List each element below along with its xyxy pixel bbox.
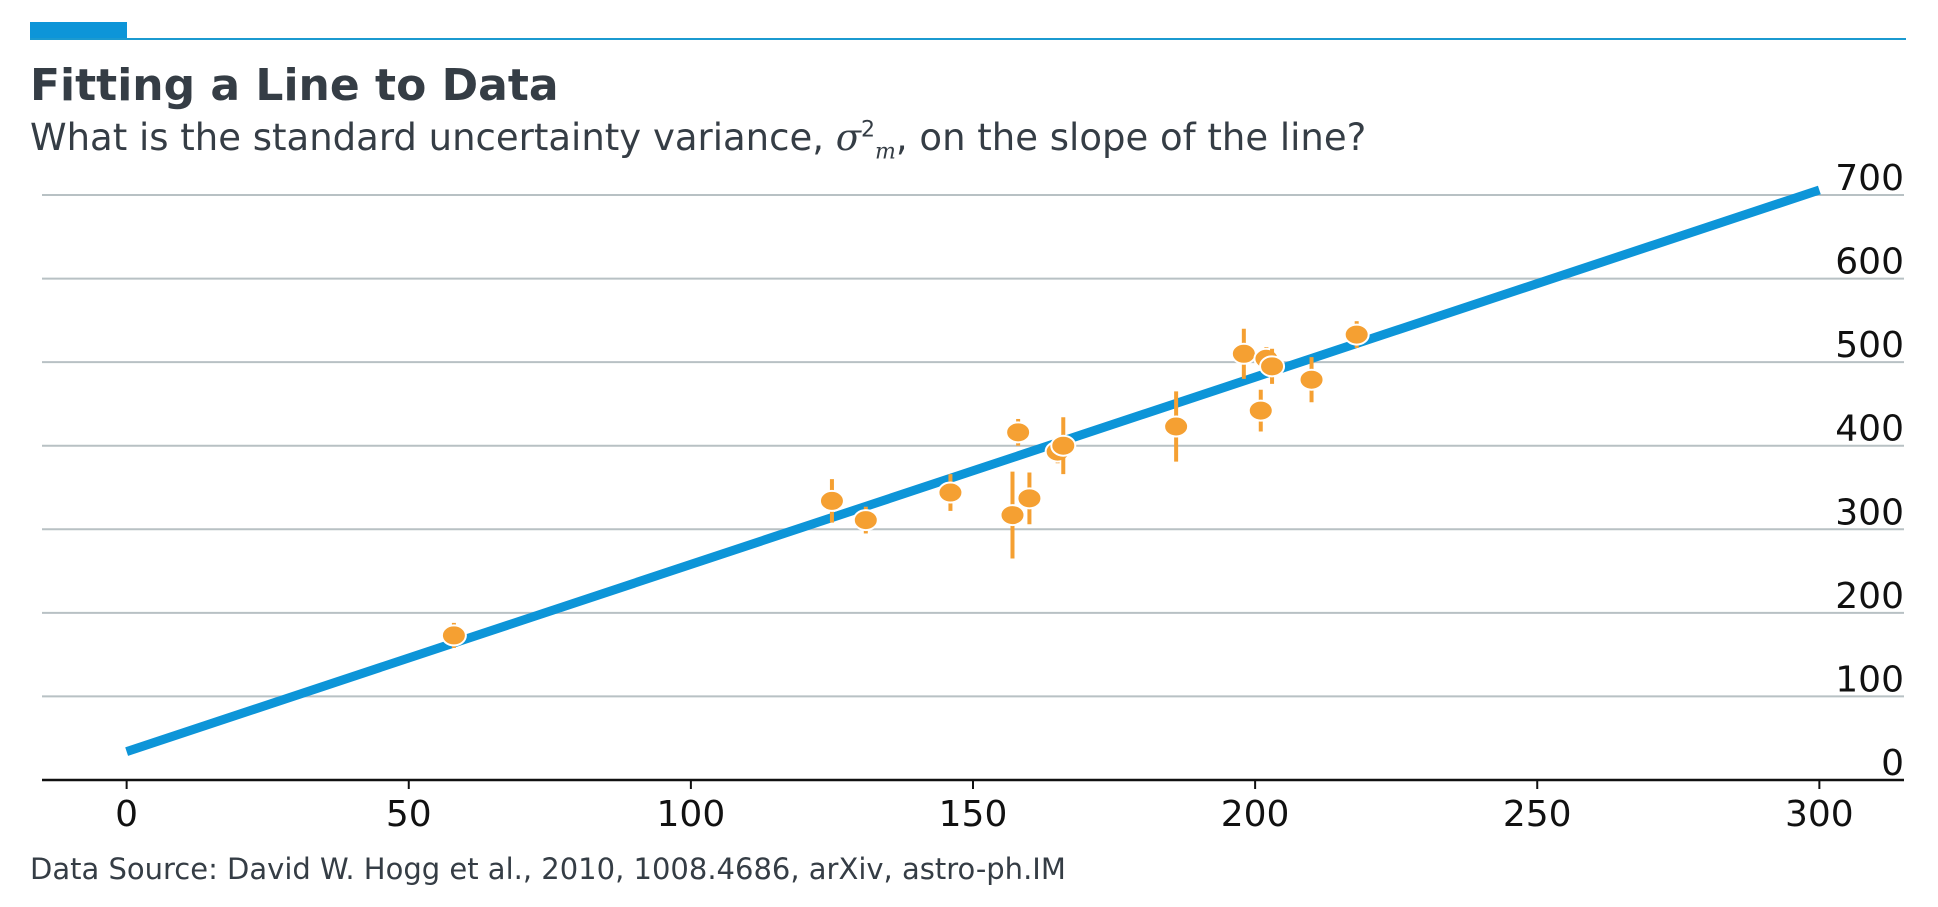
data-point-1 — [818, 479, 845, 523]
data-point-5 — [1005, 418, 1032, 446]
y-tick-label-400: 400 — [1835, 409, 1904, 450]
point-marker-13 — [1259, 355, 1286, 378]
point-marker-5 — [1005, 421, 1032, 444]
fit-line — [125, 185, 1821, 756]
data-point-4 — [999, 471, 1026, 559]
data-point-13 — [1259, 348, 1286, 384]
point-marker-11 — [1247, 399, 1274, 422]
fit-line-layer — [125, 185, 1821, 756]
data-point-14 — [1298, 357, 1325, 403]
data-points — [440, 321, 1370, 648]
sigma-superscript: 2 — [861, 117, 876, 143]
x-tick-label-150: 150 — [939, 794, 1008, 835]
x-axis — [42, 778, 1904, 789]
point-marker-9 — [1163, 415, 1190, 438]
point-marker-4 — [999, 504, 1026, 527]
y-tick-label-500: 500 — [1835, 325, 1904, 366]
sigma-symbol: σ — [835, 116, 862, 159]
point-marker-10 — [1230, 342, 1257, 365]
accent-block — [30, 22, 127, 38]
x-tick-label-200: 200 — [1221, 794, 1290, 835]
point-marker-2 — [852, 509, 879, 532]
point-marker-1 — [818, 489, 845, 512]
y-tick-label-0: 0 — [1881, 743, 1904, 784]
sigma-subscript: m — [875, 139, 896, 165]
point-marker-15 — [1343, 323, 1370, 346]
point-marker-0 — [440, 624, 467, 647]
x-tick-label-100: 100 — [657, 794, 726, 835]
subtitle-after: , on the slope of the line? — [895, 116, 1367, 159]
chart-subtitle: What is the standard uncertainty varianc… — [30, 116, 1366, 164]
point-marker-3 — [937, 481, 964, 504]
data-point-6 — [1016, 472, 1043, 525]
x-tick-label-300: 300 — [1785, 794, 1854, 835]
y-tick-label-600: 600 — [1835, 242, 1904, 283]
data-point-8 — [1050, 417, 1077, 475]
x-tick-label-250: 250 — [1503, 794, 1572, 835]
data-source: Data Source: David W. Hogg et al., 2010,… — [30, 852, 1066, 886]
subtitle-before: What is the standard uncertainty varianc… — [30, 116, 836, 159]
point-marker-6 — [1016, 487, 1043, 510]
x-tick-label-0: 0 — [115, 794, 138, 835]
chart-title: Fitting a Line to Data — [30, 60, 559, 111]
scatter-chart: 0 100 200 300 400 500 600 700 0 50 100 150 200 250 30… — [42, 158, 1904, 835]
y-tick-label-100: 100 — [1835, 659, 1904, 700]
y-tick-label-300: 300 — [1835, 492, 1904, 533]
data-point-2 — [852, 506, 879, 534]
y-tick-label-700: 700 — [1835, 158, 1904, 199]
data-point-15 — [1343, 321, 1370, 348]
data-point-10 — [1230, 328, 1257, 379]
data-point-3 — [937, 474, 964, 511]
x-tick-label-50: 50 — [386, 794, 432, 835]
y-tick-label-200: 200 — [1835, 576, 1904, 617]
accent-rule — [30, 38, 1906, 40]
y-tick-labels: 0 100 200 300 400 500 600 700 — [1835, 158, 1904, 784]
data-point-0 — [440, 622, 467, 648]
data-point-11 — [1247, 389, 1274, 432]
data-point-9 — [1163, 391, 1190, 462]
grid-lines — [42, 194, 1904, 698]
point-marker-14 — [1298, 368, 1325, 391]
point-marker-8 — [1050, 434, 1077, 457]
x-tick-labels: 0 50 100 150 200 250 300 — [115, 794, 1854, 835]
